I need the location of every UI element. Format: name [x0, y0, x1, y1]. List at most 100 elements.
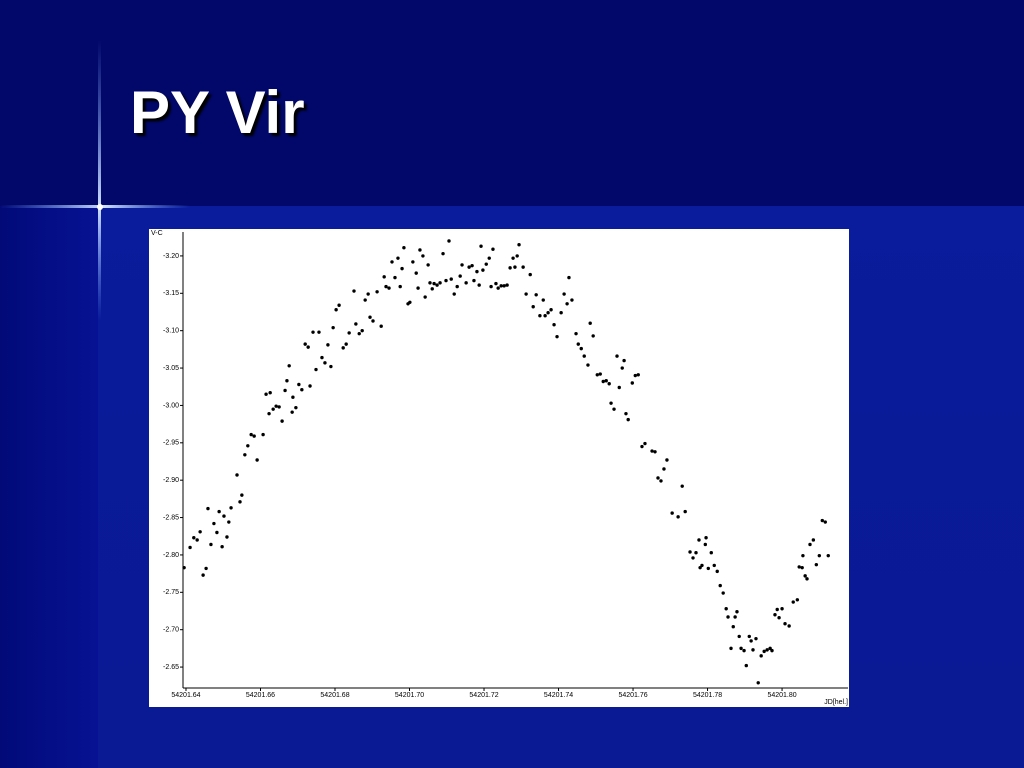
data-point: [494, 281, 498, 286]
data-point: [460, 263, 464, 267]
data-point: [650, 449, 654, 453]
data-point: [582, 354, 586, 358]
data-point: [209, 542, 213, 547]
data-point: [246, 444, 250, 448]
data-point: [366, 292, 370, 296]
data-point: [624, 411, 628, 416]
data-point: [477, 283, 481, 287]
data-point: [441, 251, 445, 256]
data-point: [384, 284, 388, 289]
data-point: [694, 550, 698, 555]
data-point: [735, 610, 739, 614]
data-point: [700, 563, 704, 568]
data-point: [795, 598, 800, 602]
data-point: [762, 649, 766, 654]
data-point: [543, 314, 547, 318]
data-point: [402, 245, 406, 250]
data-point: [432, 281, 436, 286]
y-tick-label: -2.75: [163, 589, 179, 596]
data-point: [665, 458, 669, 462]
data-point: [502, 284, 506, 288]
data-point: [588, 321, 592, 325]
data-point: [352, 289, 356, 293]
data-point: [636, 373, 640, 377]
data-point: [567, 275, 571, 280]
data-point: [811, 538, 816, 542]
data-point: [252, 434, 256, 438]
data-point: [747, 634, 751, 639]
data-point: [285, 379, 289, 383]
data-point: [749, 639, 753, 643]
data-point: [496, 286, 500, 290]
data-point: [300, 388, 304, 392]
data-point: [626, 417, 630, 422]
data-point: [704, 536, 708, 540]
data-point: [742, 648, 746, 653]
data-point: [622, 358, 626, 363]
data-point: [416, 286, 420, 290]
x-tick-label: 54201.72: [469, 692, 498, 699]
data-point: [264, 392, 268, 396]
data-point: [528, 272, 532, 277]
y-tick-label: -3.00: [163, 402, 179, 409]
data-point: [396, 256, 400, 260]
data-point: [308, 384, 312, 388]
data-point: [475, 269, 479, 274]
data-point: [586, 363, 590, 367]
data-point: [198, 530, 202, 534]
data-point: [531, 305, 535, 309]
data-point: [706, 566, 710, 571]
data-point: [458, 274, 462, 278]
data-point: [452, 292, 456, 296]
x-tick-label: 54201.78: [693, 692, 722, 699]
data-point: [604, 379, 608, 383]
data-point: [579, 346, 583, 351]
data-point: [721, 591, 725, 595]
data-point: [517, 243, 521, 247]
data-point: [274, 404, 278, 408]
data-point: [470, 263, 474, 268]
data-point: [712, 563, 716, 568]
data-point: [423, 295, 427, 299]
data-point: [489, 284, 493, 289]
data-point: [323, 361, 327, 365]
data-point: [643, 441, 647, 446]
data-point: [261, 432, 265, 437]
data-point: [267, 411, 271, 416]
side-band: [0, 206, 98, 768]
data-point: [703, 542, 708, 547]
flare-vertical: [98, 40, 101, 320]
data-point: [751, 648, 755, 652]
data-point: [277, 405, 281, 409]
data-point: [513, 265, 517, 269]
data-point: [360, 328, 364, 333]
data-point: [803, 574, 807, 578]
data-point: [595, 373, 599, 377]
data-point: [195, 538, 199, 542]
data-point: [217, 509, 221, 514]
data-point: [801, 553, 805, 558]
data-point: [255, 458, 259, 462]
data-point: [243, 453, 247, 457]
data-point: [428, 281, 432, 285]
data-point: [449, 277, 453, 281]
data-point: [538, 314, 542, 318]
data-point: [455, 284, 459, 289]
data-point: [430, 287, 434, 291]
data-point: [201, 573, 205, 577]
data-point: [393, 275, 397, 280]
data-point: [620, 366, 624, 370]
data-point: [390, 260, 394, 264]
y-tick-label: -2.95: [163, 440, 179, 447]
data-point: [546, 311, 550, 315]
data-point: [182, 565, 186, 570]
data-point: [363, 298, 367, 302]
data-point: [354, 322, 358, 326]
y-tick-label: -2.90: [163, 477, 179, 484]
data-point: [311, 330, 315, 334]
data-point: [591, 334, 595, 338]
x-tick-label: 54201.80: [767, 692, 796, 699]
data-point: [662, 467, 666, 471]
data-point: [268, 391, 272, 395]
